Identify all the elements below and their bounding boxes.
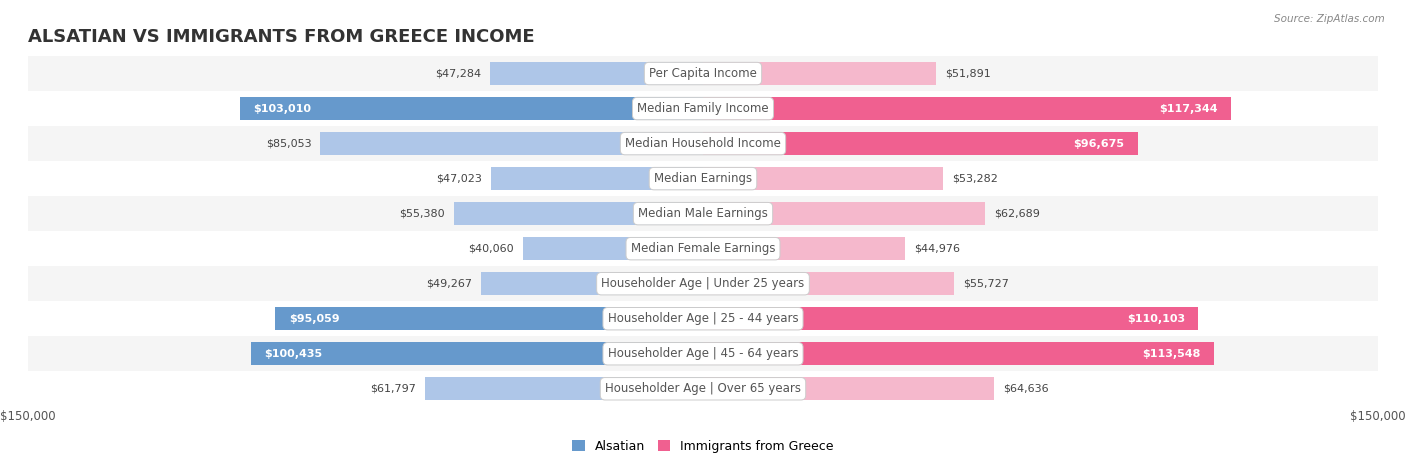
Text: $85,053: $85,053 (266, 139, 311, 149)
Bar (239, 97, 703, 120)
Bar (703, 237, 905, 260)
Bar (492, 167, 703, 190)
Text: Median Female Earnings: Median Female Earnings (631, 242, 775, 255)
Bar (425, 377, 703, 400)
Text: $44,976: $44,976 (914, 244, 960, 254)
Text: $95,059: $95,059 (288, 314, 339, 324)
Bar (28, 91, 1378, 126)
Bar (703, 132, 1137, 155)
Text: $47,284: $47,284 (434, 69, 481, 78)
Bar (703, 377, 994, 400)
Bar (28, 231, 1378, 266)
Text: $103,010: $103,010 (253, 104, 311, 113)
Text: $53,282: $53,282 (952, 174, 998, 184)
Bar (28, 126, 1378, 161)
Text: Householder Age | 45 - 64 years: Householder Age | 45 - 64 years (607, 347, 799, 360)
Bar (28, 266, 1378, 301)
Text: Per Capita Income: Per Capita Income (650, 67, 756, 80)
Bar (703, 167, 943, 190)
Bar (252, 342, 703, 365)
Text: Householder Age | Under 25 years: Householder Age | Under 25 years (602, 277, 804, 290)
Text: $40,060: $40,060 (468, 244, 513, 254)
Text: $110,103: $110,103 (1126, 314, 1185, 324)
Bar (523, 237, 703, 260)
Text: $62,689: $62,689 (994, 209, 1040, 219)
Bar (321, 132, 703, 155)
Text: $117,344: $117,344 (1159, 104, 1218, 113)
Bar (276, 307, 703, 330)
Text: Median Male Earnings: Median Male Earnings (638, 207, 768, 220)
Text: $49,267: $49,267 (426, 279, 472, 289)
Bar (491, 62, 703, 85)
Text: Median Household Income: Median Household Income (626, 137, 780, 150)
Text: $100,435: $100,435 (264, 349, 323, 359)
Text: $55,727: $55,727 (963, 279, 1008, 289)
Bar (703, 62, 936, 85)
Text: $47,023: $47,023 (436, 174, 482, 184)
Text: $64,636: $64,636 (1002, 384, 1049, 394)
Text: Median Family Income: Median Family Income (637, 102, 769, 115)
Legend: Alsatian, Immigrants from Greece: Alsatian, Immigrants from Greece (572, 439, 834, 453)
Bar (481, 272, 703, 295)
Bar (454, 202, 703, 225)
Bar (703, 97, 1232, 120)
Text: $55,380: $55,380 (399, 209, 444, 219)
Bar (28, 56, 1378, 91)
Bar (703, 342, 1213, 365)
Text: Householder Age | 25 - 44 years: Householder Age | 25 - 44 years (607, 312, 799, 325)
Text: Source: ZipAtlas.com: Source: ZipAtlas.com (1274, 14, 1385, 24)
Text: ALSATIAN VS IMMIGRANTS FROM GREECE INCOME: ALSATIAN VS IMMIGRANTS FROM GREECE INCOM… (28, 28, 534, 46)
Text: $61,797: $61,797 (370, 384, 416, 394)
Text: $96,675: $96,675 (1073, 139, 1125, 149)
Bar (28, 336, 1378, 371)
Bar (28, 371, 1378, 406)
Bar (703, 307, 1198, 330)
Text: $113,548: $113,548 (1142, 349, 1201, 359)
Bar (28, 196, 1378, 231)
Bar (703, 272, 953, 295)
Text: $51,891: $51,891 (945, 69, 991, 78)
Bar (703, 202, 986, 225)
Bar (28, 301, 1378, 336)
Text: Householder Age | Over 65 years: Householder Age | Over 65 years (605, 382, 801, 395)
Text: Median Earnings: Median Earnings (654, 172, 752, 185)
Bar (28, 161, 1378, 196)
